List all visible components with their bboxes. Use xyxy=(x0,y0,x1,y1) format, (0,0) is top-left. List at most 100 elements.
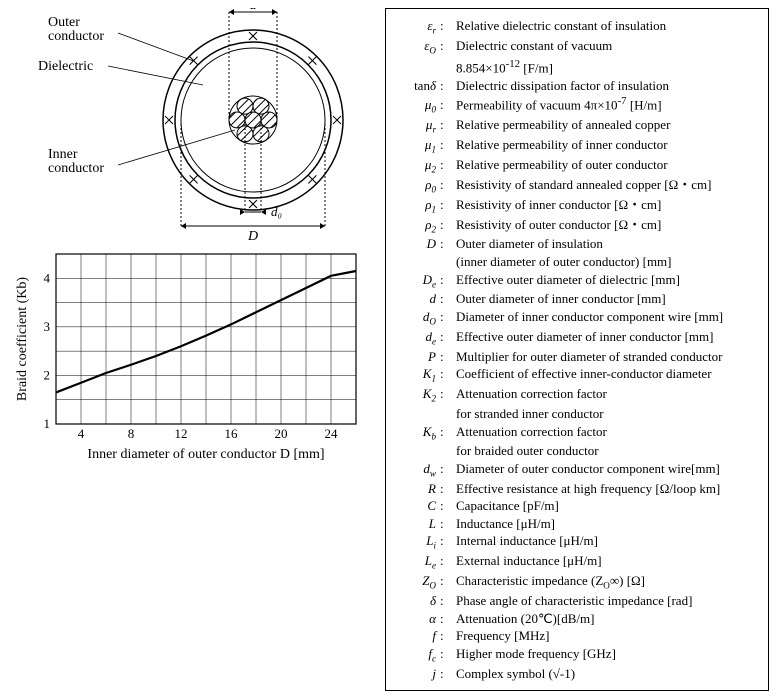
definition-row: :for braided outer conductor xyxy=(396,442,758,460)
colon: : xyxy=(440,385,456,403)
symbol: ρ2 xyxy=(396,216,440,236)
description: Effective outer diameter of dielectric [… xyxy=(456,271,758,289)
description: Resistivity of standard annealed copper … xyxy=(456,176,758,194)
colon: : xyxy=(440,460,456,478)
colon: : xyxy=(440,497,456,515)
symbol: δ xyxy=(396,592,440,610)
description: Frequency [MHz] xyxy=(456,627,758,645)
colon: : xyxy=(440,532,456,550)
symbol: ZO xyxy=(396,572,440,592)
colon: : xyxy=(440,235,456,253)
definition-row: K2:Attenuation correction factor xyxy=(396,385,758,405)
svg-text:D: D xyxy=(247,229,258,240)
description: Permeability of vacuum 4π×10-7 [H/m] xyxy=(456,94,758,114)
definition-row: fc:Higher mode frequency [GHz] xyxy=(396,645,758,665)
colon: : xyxy=(440,627,456,645)
definition-row: C:Capacitance [pF/m] xyxy=(396,497,758,515)
colon: : xyxy=(440,610,456,628)
definition-row: μr:Relative permeability of annealed cop… xyxy=(396,116,758,136)
label-dielectric: Dielectric xyxy=(38,59,93,74)
x-tick-label: 12 xyxy=(175,426,188,441)
symbol: de xyxy=(396,328,440,348)
braid-coefficient-chart: 48121620241234Inner diameter of outer co… xyxy=(8,248,373,468)
symbol: εO xyxy=(396,37,440,57)
description: Resistivity of outer conductor [Ω・cm] xyxy=(456,216,758,234)
description: Diameter of outer conductor component wi… xyxy=(456,460,758,478)
colon: : xyxy=(440,37,456,55)
definition-row: j:Complex symbol (√-1) xyxy=(396,665,758,683)
colon: : xyxy=(440,176,456,194)
colon: : xyxy=(440,423,456,441)
y-tick-label: 2 xyxy=(44,367,51,382)
colon: : xyxy=(440,572,456,590)
description: Coefficient of effective inner-conductor… xyxy=(456,365,758,383)
colon: : xyxy=(440,645,456,663)
colon: : xyxy=(440,116,456,134)
definition-row: D:Outer diameter of insulation xyxy=(396,235,758,253)
colon: : xyxy=(440,96,456,114)
symbol: α xyxy=(396,610,440,628)
inner-strand xyxy=(229,112,245,128)
symbol: tanδ xyxy=(396,77,440,95)
description: Resistivity of inner conductor [Ω・cm] xyxy=(456,196,758,214)
definition-row: :for stranded inner conductor xyxy=(396,405,758,423)
symbol: ρ1 xyxy=(396,196,440,216)
symbol: d xyxy=(396,290,440,308)
description: Higher mode frequency [GHz] xyxy=(456,645,758,663)
colon: : xyxy=(440,156,456,174)
label-inner: conductor xyxy=(48,161,104,176)
inner-strand xyxy=(261,112,277,128)
colon: : xyxy=(440,17,456,35)
description: Inductance [μH/m] xyxy=(456,515,758,533)
definition-row: tanδ:Dielectric dissipation factor of in… xyxy=(396,77,758,95)
y-tick-label: 4 xyxy=(44,270,51,285)
definition-row: μ0:Permeability of vacuum 4π×10-7 [H/m] xyxy=(396,94,758,116)
colon: : xyxy=(440,308,456,326)
symbol: dw xyxy=(396,460,440,480)
description: for stranded inner conductor xyxy=(456,405,758,423)
colon: : xyxy=(440,196,456,214)
description: Diameter of inner conductor component wi… xyxy=(456,308,758,326)
symbol: f xyxy=(396,627,440,645)
symbol: μ0 xyxy=(396,96,440,116)
definition-row: ρ1:Resistivity of inner conductor [Ω・cm] xyxy=(396,196,758,216)
colon: : xyxy=(440,136,456,154)
description: Capacitance [pF/m] xyxy=(456,497,758,515)
description: Dielectric constant of vacuum xyxy=(456,37,758,55)
colon: : xyxy=(440,271,456,289)
description: Internal inductance [μH/m] xyxy=(456,532,758,550)
definition-row: K1:Coefficient of effective inner-conduc… xyxy=(396,365,758,385)
colon: : xyxy=(440,348,456,366)
description: Effective outer diameter of inner conduc… xyxy=(456,328,758,346)
definition-row: L:Inductance [μH/m] xyxy=(396,515,758,533)
symbol: dO xyxy=(396,308,440,328)
description: 8.854×10-12 [F/m] xyxy=(456,57,758,77)
inner-strand xyxy=(245,112,261,128)
symbol: εr xyxy=(396,17,440,37)
coax-cross-section: OuterconductorDielectricInnerconductordD… xyxy=(8,8,373,240)
definition-row: De:Effective outer diameter of dielectri… xyxy=(396,271,758,291)
x-tick-label: 20 xyxy=(275,426,288,441)
definition-row: dw:Diameter of outer conductor component… xyxy=(396,460,758,480)
description: Dielectric dissipation factor of insulat… xyxy=(456,77,758,95)
symbol: K1 xyxy=(396,365,440,385)
description: Multiplier for outer diameter of strande… xyxy=(456,348,758,366)
definition-row: ρ2:Resistivity of outer conductor [Ω・cm] xyxy=(396,216,758,236)
x-axis-label: Inner diameter of outer conductor D [mm] xyxy=(87,447,324,462)
definition-row: de:Effective outer diameter of inner con… xyxy=(396,328,758,348)
definition-row: R:Effective resistance at high frequency… xyxy=(396,480,758,498)
definition-row: εr:Relative dielectric constant of insul… xyxy=(396,17,758,37)
description: Attenuation correction factor xyxy=(456,385,758,403)
definition-row: :(inner diameter of outer conductor) [mm… xyxy=(396,253,758,271)
colon: : xyxy=(440,480,456,498)
colon: : xyxy=(440,592,456,610)
description: for braided outer conductor xyxy=(456,442,758,460)
y-tick-label: 1 xyxy=(44,416,51,431)
symbol: De xyxy=(396,271,440,291)
definition-row: ZO:Characteristic impedance (ZO∞) [Ω] xyxy=(396,572,758,592)
symbol: fc xyxy=(396,645,440,665)
symbol: Le xyxy=(396,552,440,572)
symbol: C xyxy=(396,497,440,515)
symbol: μ1 xyxy=(396,136,440,156)
description: Relative permeability of annealed copper xyxy=(456,116,758,134)
